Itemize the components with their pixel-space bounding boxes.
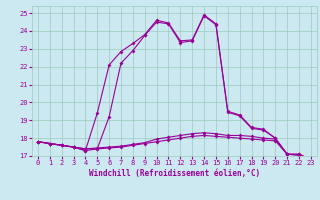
X-axis label: Windchill (Refroidissement éolien,°C): Windchill (Refroidissement éolien,°C) <box>89 169 260 178</box>
